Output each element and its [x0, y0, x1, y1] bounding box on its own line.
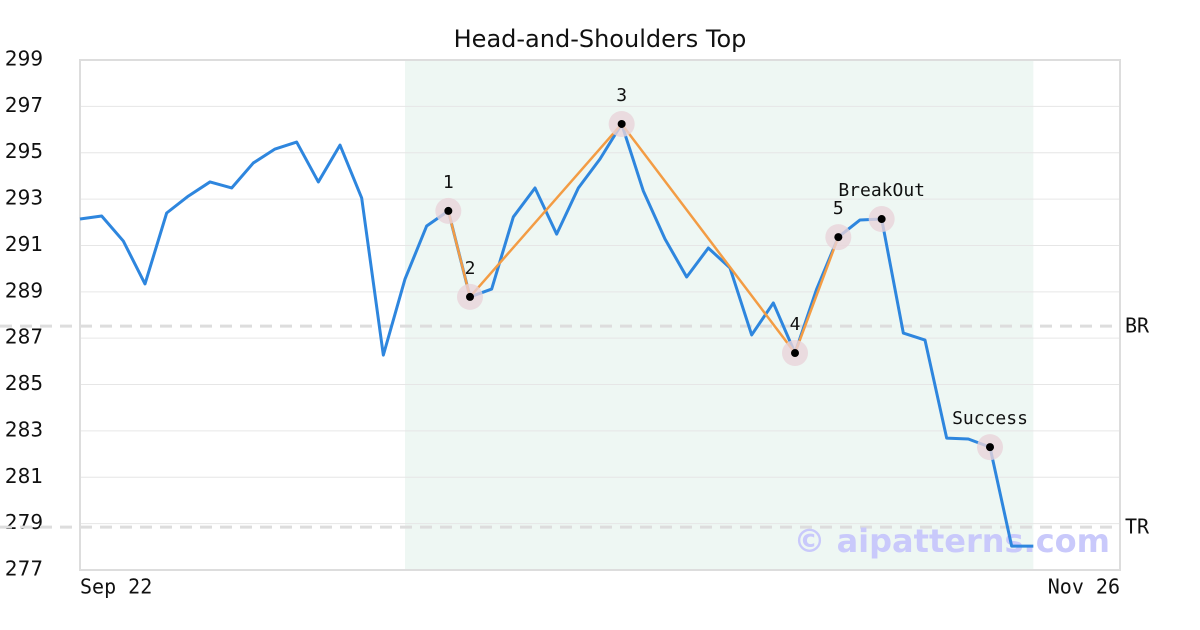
y-tick-label: 277 [5, 557, 43, 581]
y-tick-label: 279 [5, 510, 43, 534]
y-tick-label: 297 [5, 93, 43, 117]
watermark: © aipatterns.com [793, 522, 1110, 560]
x-tick-label: Sep 22 [80, 575, 152, 599]
pattern-point [444, 206, 453, 215]
level-label: TR [1125, 515, 1150, 539]
y-tick-label: 293 [5, 186, 43, 210]
pattern-point [791, 349, 799, 358]
point-label: 5 [833, 198, 844, 219]
chart-title: Head-and-Shoulders Top [454, 25, 747, 53]
point-label: 1 [443, 172, 454, 193]
highlight-region [405, 60, 1034, 570]
y-tick-label: 281 [5, 464, 43, 488]
y-tick-label: 285 [5, 371, 43, 395]
y-tick-label: 295 [5, 139, 43, 163]
y-tick-label: 291 [5, 232, 43, 256]
pattern-point [466, 292, 474, 301]
y-tick-label: 299 [5, 47, 43, 71]
level-label: BR [1125, 314, 1150, 338]
plot-frame [79, 59, 1121, 571]
point-label: BreakOut [838, 180, 925, 201]
point-label: 4 [790, 314, 801, 335]
point-label: Success [952, 408, 1028, 429]
pattern-point [617, 119, 626, 128]
y-tick-label: 289 [5, 278, 43, 302]
point-label: 2 [465, 258, 476, 279]
pattern-point [834, 233, 843, 242]
y-tick-label: 287 [5, 325, 43, 349]
y-tick-label: 283 [5, 417, 43, 441]
x-tick-label: Nov 26 [1048, 575, 1120, 599]
pattern-point [986, 443, 994, 452]
pattern-point [877, 215, 886, 224]
point-label: 3 [616, 85, 627, 106]
